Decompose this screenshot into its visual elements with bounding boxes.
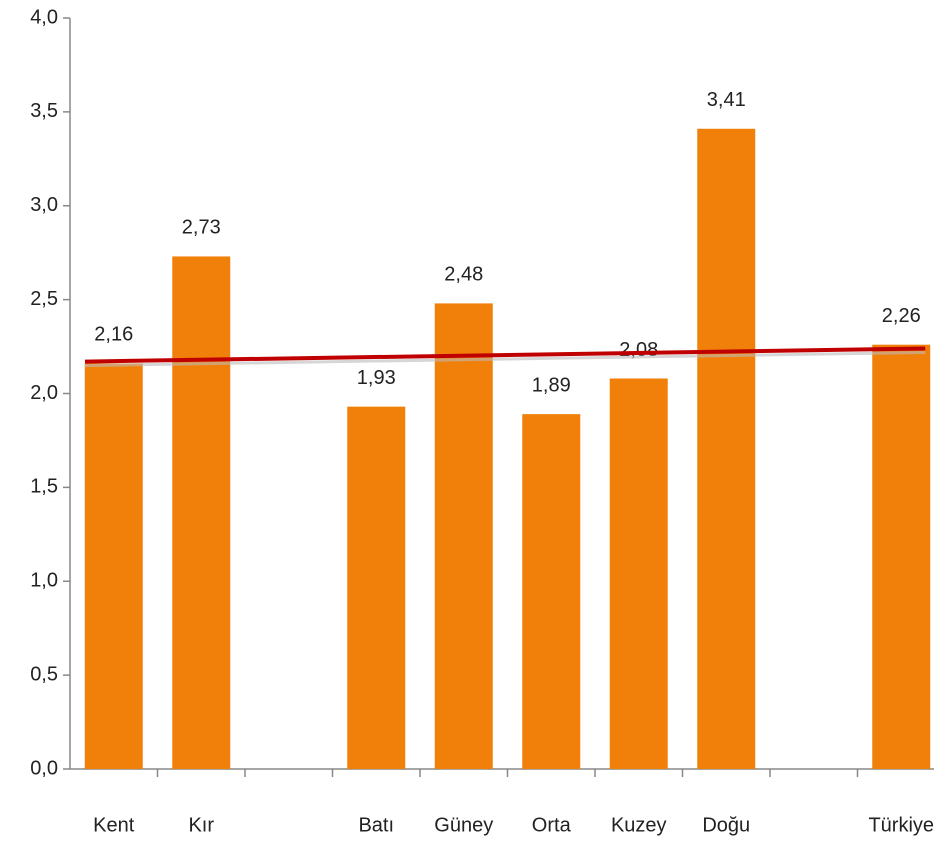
x-tick-label: Kuzey [611,814,667,836]
x-tick-label: Doğu [702,814,750,836]
value-label: 2,73 [182,217,221,239]
bar [872,344,931,769]
y-tick-label: 1,5 [30,476,58,498]
y-tick-label: 4,0 [30,6,58,28]
value-label: 3,41 [707,89,746,111]
y-tick-label: 2,5 [30,288,58,310]
y-tick-label: 0,0 [30,757,58,779]
y-tick-label: 1,0 [30,570,58,592]
bar [609,378,668,769]
y-tick-label: 3,0 [30,194,58,216]
value-label: 2,08 [619,339,658,361]
bar [172,256,231,769]
bar [84,363,143,769]
y-tick-label: 3,5 [30,100,58,122]
x-tick-label: Türkiye [868,814,934,836]
bar [347,406,406,769]
bar [697,128,756,769]
reference-line-shadow [84,350,926,368]
value-label: 1,89 [532,374,571,396]
reference-line [84,346,926,364]
value-label: 2,16 [94,324,133,346]
value-label: 1,93 [357,367,396,389]
y-tick-label: 0,5 [30,663,58,685]
x-tick-label: Kır [188,814,214,836]
x-tick-label: Güney [434,814,493,836]
bar [522,414,581,769]
value-label: 2,26 [882,305,921,327]
x-tick-label: Kent [93,814,135,836]
x-tick-label: Orta [532,814,572,836]
y-tick-label: 2,0 [30,382,58,404]
bar [434,303,493,769]
value-label: 2,48 [444,264,483,286]
x-tick-label: Batı [358,814,394,836]
